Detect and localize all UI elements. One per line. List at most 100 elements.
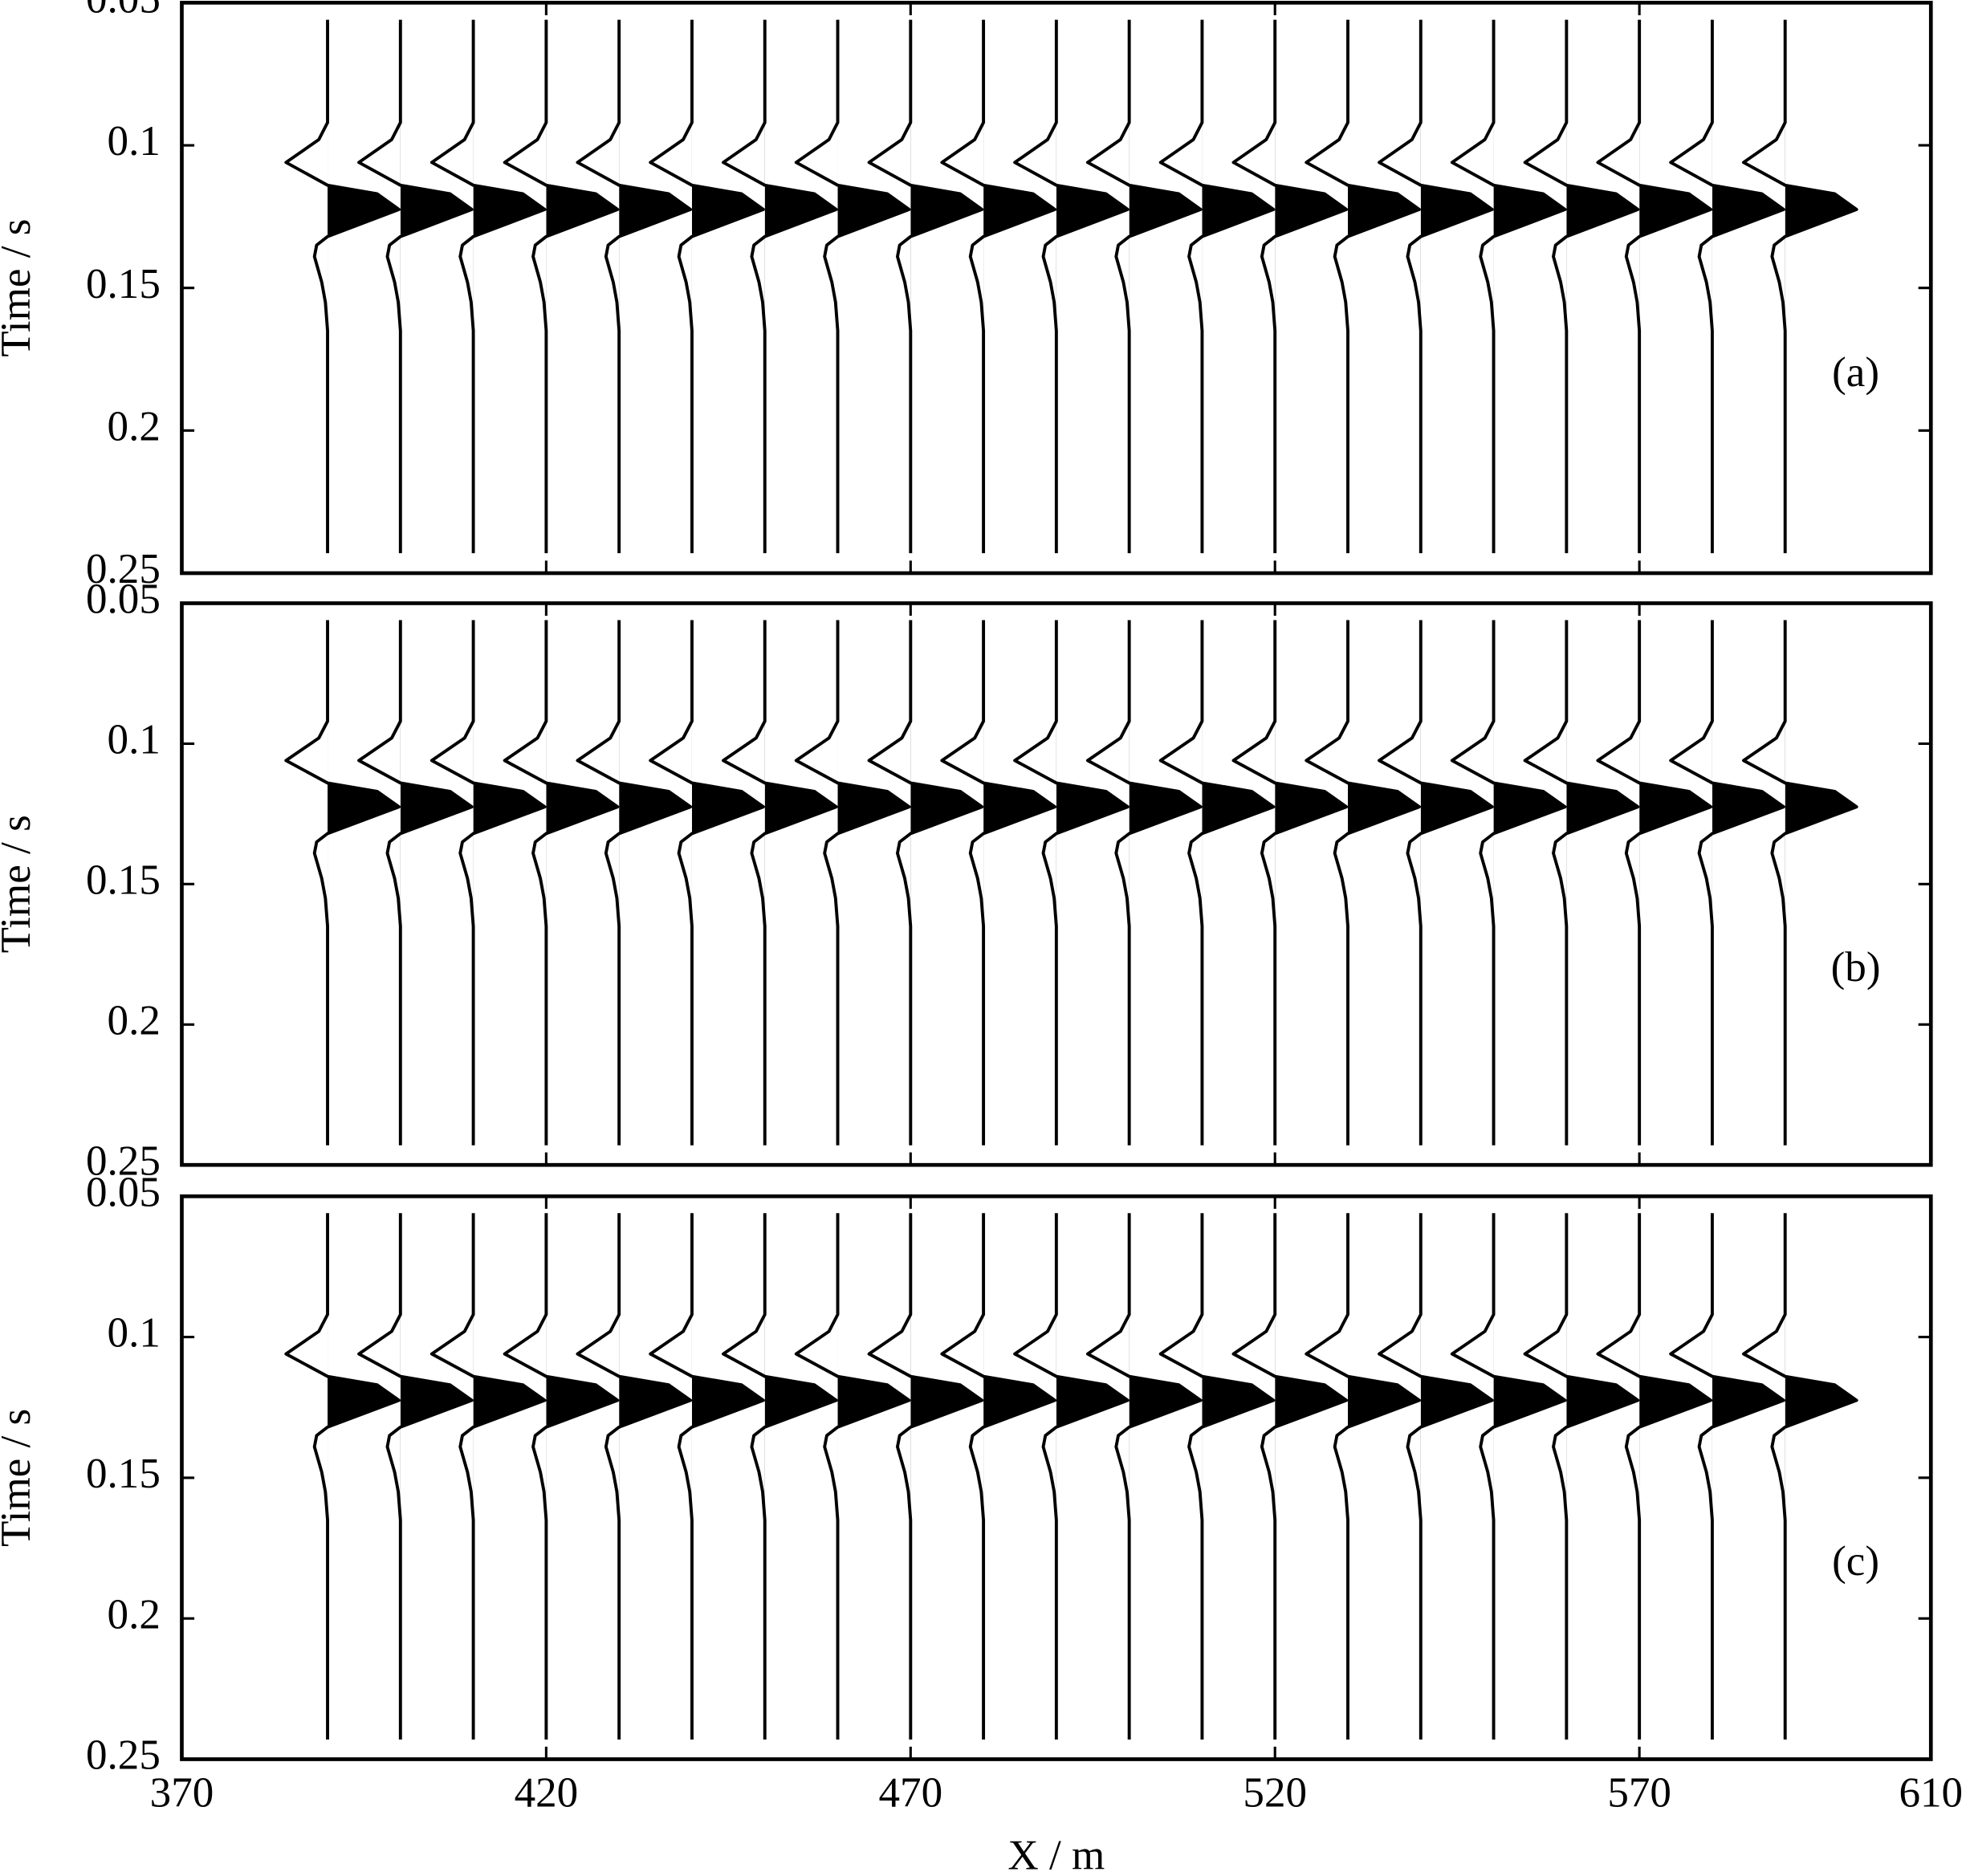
trace (722, 1213, 838, 1740)
trace (1305, 19, 1421, 554)
x-tick-label: 610 (1899, 1770, 1963, 1817)
trace (1085, 19, 1203, 554)
trace-fill (546, 783, 618, 834)
y-tick-label: 0.1 (108, 118, 161, 165)
trace-fill (1785, 19, 1857, 554)
trace (1450, 1213, 1567, 1740)
trace (1158, 620, 1276, 1146)
trace (1158, 1213, 1276, 1740)
trace-fill (837, 1213, 910, 1740)
trace-fill (473, 1213, 545, 1740)
trace-fill (1785, 620, 1857, 1146)
trace-fill (1420, 19, 1492, 554)
y-axis-label: Time / s (0, 815, 39, 953)
trace (794, 1213, 911, 1740)
y-tick-label: 0.05 (86, 0, 161, 22)
trace (867, 620, 984, 1146)
trace-fill (1348, 1213, 1419, 1740)
trace-fill (619, 19, 691, 554)
trace (576, 19, 693, 554)
y-tick-label: 0.05 (86, 1169, 161, 1215)
trace (357, 1213, 474, 1740)
panel: 0.05 0.1 0.15 0.2 0.25 Time / s (b) (0, 576, 1933, 1184)
trace-fill (1785, 1213, 1857, 1740)
trace-fill (1639, 620, 1712, 1146)
trace-fill (1056, 19, 1128, 554)
x-tick-label: 420 (515, 1770, 579, 1817)
trace (722, 620, 838, 1146)
trace (940, 19, 1057, 554)
trace (1231, 19, 1349, 554)
trace-fill (1348, 19, 1419, 554)
trace-fill (1129, 620, 1201, 1146)
trace-fill (1566, 19, 1638, 554)
trace (1231, 620, 1349, 1146)
trace (1742, 1213, 1858, 1740)
trace-fill (1566, 620, 1638, 1146)
trace (867, 19, 984, 554)
x-tick-label: 470 (878, 1770, 942, 1817)
trace (1523, 19, 1640, 554)
trace (429, 1213, 547, 1740)
trace-fill (328, 620, 400, 1146)
trace-fill (1056, 620, 1128, 1146)
trace (649, 1213, 765, 1740)
trace (1305, 1213, 1421, 1740)
trace-fill (1493, 19, 1565, 554)
trace (1305, 620, 1421, 1146)
trace (1596, 620, 1713, 1146)
trace (1231, 1213, 1349, 1740)
trace-fill (1712, 1213, 1784, 1740)
trace (649, 620, 765, 1146)
trace (1085, 620, 1203, 1146)
trace (1085, 1213, 1203, 1740)
plot-frame (180, 601, 1933, 1167)
trace (940, 620, 1057, 1146)
trace-fill (1202, 19, 1274, 554)
trace-fill (328, 19, 400, 554)
trace-fill (1056, 1213, 1128, 1740)
trace (1158, 19, 1276, 554)
trace (1378, 19, 1494, 554)
trace-fill (1275, 19, 1347, 554)
trace-fill (1493, 1213, 1565, 1740)
trace-fill (837, 19, 910, 554)
y-tick-label: 0.15 (86, 1451, 161, 1497)
trace (357, 620, 474, 1146)
plot-frame (180, 1194, 1933, 1761)
trace (284, 620, 401, 1146)
trace-fill (328, 1213, 400, 1740)
trace-fill (983, 1213, 1056, 1740)
trace (1669, 620, 1785, 1146)
trace (794, 19, 911, 554)
trace-fill (400, 620, 472, 1146)
trace (722, 19, 838, 554)
trace-fill (1275, 1213, 1347, 1740)
trace (1742, 19, 1858, 554)
panel-label: (c) (1832, 1538, 1879, 1585)
trace (576, 1213, 693, 1740)
trace (1669, 1213, 1785, 1740)
trace-fill (619, 1213, 691, 1740)
trace-fill (546, 1376, 618, 1427)
trace (284, 1213, 401, 1740)
trace-fill (837, 620, 910, 1146)
y-tick-label: 0.05 (86, 576, 161, 623)
trace-fill (1420, 1213, 1492, 1740)
trace-fill (983, 19, 1056, 554)
x-tick-label: 570 (1607, 1770, 1671, 1817)
trace-fill (1275, 620, 1347, 1146)
trace-fill (691, 19, 763, 554)
trace-fill (764, 620, 836, 1146)
trace-fill (910, 1213, 983, 1740)
x-tick-label: 520 (1243, 1770, 1307, 1817)
trace-fill (1129, 1213, 1201, 1740)
trace-fill (764, 1213, 836, 1740)
trace-fill (983, 620, 1056, 1146)
x-tick-label: 370 (150, 1770, 214, 1817)
trace (1013, 1213, 1130, 1740)
trace (794, 620, 911, 1146)
trace-fill (1202, 1213, 1274, 1740)
trace-fill (1566, 1213, 1638, 1740)
